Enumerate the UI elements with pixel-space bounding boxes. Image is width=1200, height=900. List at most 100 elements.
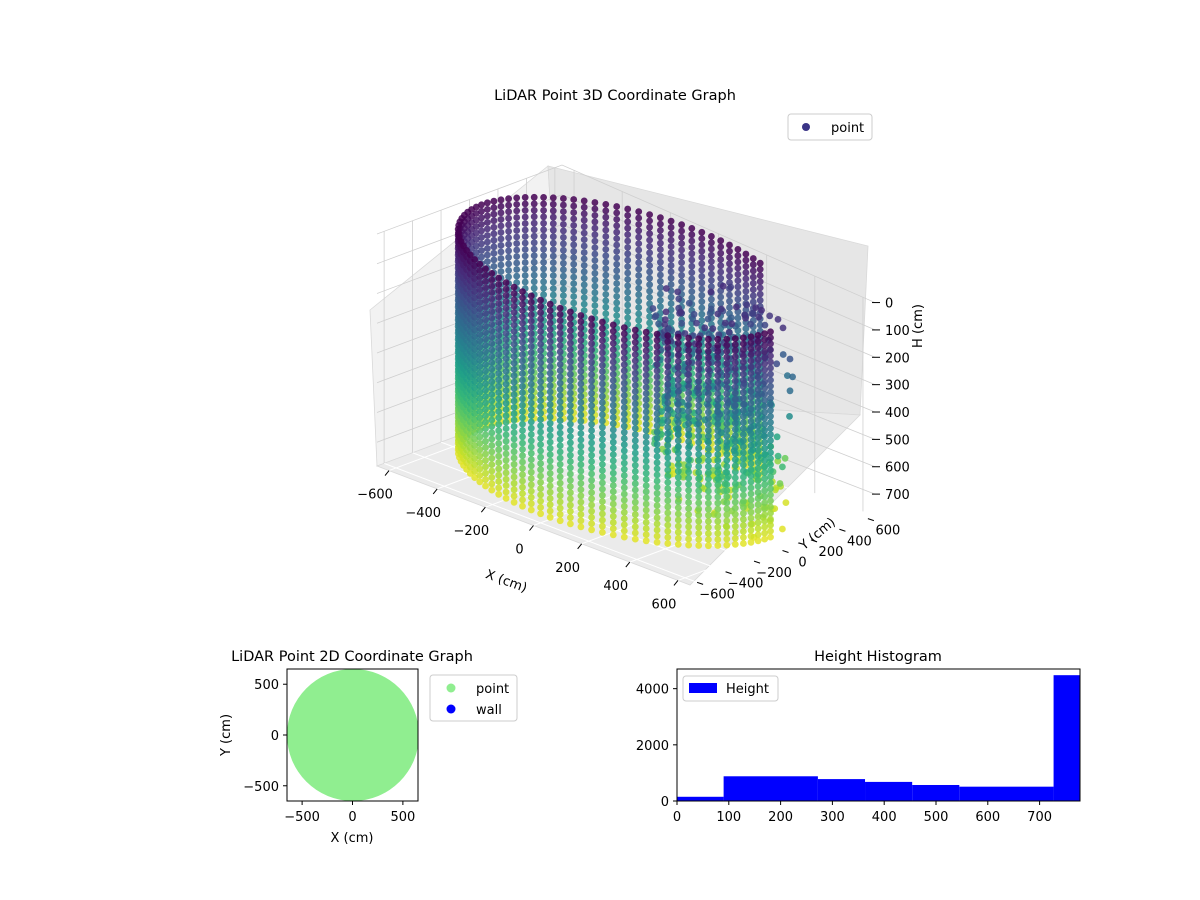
legend-hist: Height bbox=[682, 675, 779, 702]
point-3d bbox=[631, 406, 639, 414]
point-3d bbox=[664, 497, 672, 505]
point-3d bbox=[620, 324, 628, 331]
point-3d bbox=[723, 378, 731, 385]
point-3d bbox=[476, 388, 484, 396]
tick-x-3d bbox=[480, 506, 486, 513]
tick-label-x-3d: −200 bbox=[453, 524, 489, 539]
point-3d bbox=[631, 443, 639, 451]
point-3d bbox=[540, 252, 547, 260]
point-3d bbox=[620, 441, 628, 449]
point-3d bbox=[478, 201, 485, 209]
point-3d bbox=[747, 508, 755, 516]
point-3d bbox=[688, 250, 696, 258]
point-3d bbox=[471, 429, 479, 437]
point-3d bbox=[577, 324, 585, 332]
histogram-bar bbox=[677, 796, 724, 801]
point-3d bbox=[537, 303, 544, 310]
point-3d bbox=[556, 473, 564, 481]
point-3d bbox=[723, 505, 731, 513]
point-3d bbox=[527, 500, 535, 508]
point-3d bbox=[731, 456, 739, 464]
point-3d bbox=[510, 391, 518, 399]
point-3d bbox=[513, 227, 521, 234]
point-3d bbox=[657, 271, 664, 279]
point-3d bbox=[642, 525, 650, 532]
point-3d bbox=[653, 330, 661, 338]
point-3d bbox=[556, 342, 564, 349]
point-3d bbox=[756, 296, 764, 304]
point-3d bbox=[591, 257, 599, 264]
point-3d bbox=[495, 465, 503, 473]
point-3d bbox=[646, 255, 653, 263]
point-3d bbox=[653, 416, 661, 424]
point-3d bbox=[678, 227, 685, 235]
point-3d bbox=[490, 217, 498, 225]
point-3d bbox=[577, 455, 585, 462]
point-3d bbox=[754, 386, 762, 394]
point-3d bbox=[609, 321, 617, 329]
point-3d bbox=[767, 382, 774, 390]
point-3d bbox=[664, 393, 672, 401]
point-3d bbox=[631, 449, 639, 457]
point-3d bbox=[731, 462, 739, 470]
point-3d bbox=[767, 346, 774, 354]
point-3d bbox=[674, 394, 682, 402]
point-3d bbox=[510, 454, 518, 462]
point-3d bbox=[546, 507, 554, 515]
point-3d bbox=[602, 258, 610, 266]
point-3d bbox=[695, 402, 703, 410]
point-3d bbox=[624, 256, 632, 264]
point-3d bbox=[726, 260, 733, 268]
point-3d bbox=[740, 340, 747, 348]
point-3d bbox=[733, 303, 740, 311]
point-3d bbox=[599, 417, 606, 425]
point-3d bbox=[588, 408, 595, 416]
point-3d bbox=[609, 414, 617, 421]
point-3d bbox=[642, 408, 650, 416]
point-3d bbox=[599, 491, 606, 499]
point-3d bbox=[705, 408, 712, 416]
point-3d bbox=[488, 474, 496, 481]
point-3d bbox=[714, 536, 722, 543]
point-3d bbox=[620, 515, 628, 522]
point-3d bbox=[708, 295, 715, 303]
point-3d bbox=[488, 384, 496, 392]
point-3d bbox=[591, 205, 599, 213]
point-3d bbox=[556, 423, 564, 431]
point-3d bbox=[620, 435, 628, 442]
tick-label-z-3d: 300 bbox=[885, 379, 910, 394]
point-3d bbox=[723, 511, 731, 519]
point-3d bbox=[695, 450, 703, 458]
point-3d bbox=[567, 470, 574, 478]
point-3d bbox=[613, 286, 621, 294]
point-3d bbox=[767, 334, 774, 342]
point-3d bbox=[714, 402, 722, 410]
point-3d bbox=[653, 496, 661, 503]
point-3d bbox=[723, 360, 731, 367]
point-3d bbox=[642, 531, 650, 538]
point-3d bbox=[527, 418, 535, 426]
point-3d bbox=[742, 269, 750, 276]
point-3d bbox=[570, 273, 578, 281]
tick-label-z-3d: 200 bbox=[885, 351, 910, 366]
tick-label-x-hist: 600 bbox=[975, 810, 1000, 825]
point-3d bbox=[521, 220, 529, 227]
point-3d bbox=[482, 418, 489, 426]
point-3d bbox=[471, 339, 479, 347]
point-3d bbox=[602, 220, 610, 228]
point-3d bbox=[588, 420, 595, 428]
point-3d bbox=[749, 292, 757, 300]
point-3d bbox=[609, 463, 617, 471]
point-3d bbox=[588, 483, 595, 490]
point-3d bbox=[742, 263, 750, 270]
point-3d bbox=[717, 243, 725, 251]
point-3d bbox=[482, 457, 489, 464]
point-3d bbox=[631, 492, 639, 500]
point-3d bbox=[767, 406, 774, 414]
point-3d bbox=[521, 194, 529, 201]
tick-x-3d bbox=[432, 488, 438, 495]
point-3d bbox=[484, 212, 491, 220]
point-3d bbox=[476, 337, 484, 345]
point-3d bbox=[754, 404, 762, 412]
point-3d bbox=[731, 480, 739, 488]
